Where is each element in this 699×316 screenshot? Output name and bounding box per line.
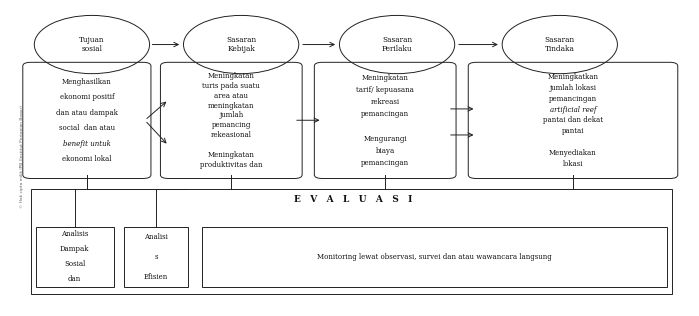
Text: Efisien: Efisien — [144, 273, 168, 281]
Text: Menghasilkan: Menghasilkan — [62, 77, 112, 86]
Text: ekonomi positif: ekonomi positif — [59, 93, 114, 101]
Text: area atau: area atau — [215, 92, 248, 100]
Text: social  dan atau: social dan atau — [59, 124, 115, 132]
Text: pemancingan: pemancingan — [549, 94, 597, 103]
Text: Tujuan
sosial: Tujuan sosial — [79, 36, 105, 53]
Text: Meningkatan: Meningkatan — [208, 151, 254, 159]
Bar — [36, 227, 114, 287]
Text: E   V   A   L   U   A   S   I: E V A L U A S I — [294, 195, 412, 204]
Text: Sasaran
Tindaka: Sasaran Tindaka — [545, 36, 575, 53]
Text: Monitoring lewat observasi, survei dan atau wawancara langsung: Monitoring lewat observasi, survei dan a… — [317, 253, 552, 261]
Text: jumlah: jumlah — [219, 112, 243, 119]
Text: Menyediakan: Menyediakan — [549, 149, 597, 157]
Text: dan atau dampak: dan atau dampak — [56, 109, 118, 117]
Text: rekreasi: rekreasi — [370, 98, 400, 106]
Text: pantai: pantai — [562, 127, 584, 135]
Text: benefit untuk: benefit untuk — [63, 140, 111, 148]
Text: rekeasional: rekeasional — [211, 131, 252, 139]
Text: Sasaran
Perilaku: Sasaran Perilaku — [382, 36, 412, 53]
Text: meningkatan: meningkatan — [208, 101, 254, 110]
Text: tarif/ kepuasana: tarif/ kepuasana — [356, 86, 414, 94]
Bar — [31, 189, 672, 295]
Text: biaya: biaya — [375, 147, 395, 155]
Text: Dampak: Dampak — [60, 245, 89, 253]
Bar — [124, 227, 188, 287]
Text: Analisis: Analisis — [61, 230, 88, 238]
Text: Meningkatan: Meningkatan — [362, 74, 409, 82]
Text: produktivitas dan: produktivitas dan — [200, 161, 263, 169]
Bar — [203, 227, 667, 287]
Text: dan: dan — [68, 275, 81, 283]
Text: Mengurangi: Mengurangi — [363, 135, 407, 143]
Text: © Hak cipta milik IPB (Institut Pertanian Bogor): © Hak cipta milik IPB (Institut Pertania… — [20, 105, 24, 208]
Text: pemancingan: pemancingan — [361, 110, 409, 118]
Text: Analisi: Analisi — [144, 233, 168, 241]
Text: pemancing: pemancing — [212, 121, 251, 129]
Text: Meningkatkan: Meningkatkan — [547, 73, 598, 81]
Text: pemancingan: pemancingan — [361, 159, 409, 167]
Text: s: s — [154, 253, 158, 261]
Text: artificial reef: artificial reef — [550, 106, 596, 113]
Text: jumlah lokasi: jumlah lokasi — [549, 84, 596, 92]
Text: ekonomi lokal: ekonomi lokal — [62, 155, 112, 163]
Text: pantai dan dekat: pantai dan dekat — [543, 116, 603, 125]
Text: turis pada suatu: turis pada suatu — [202, 82, 260, 90]
Text: lokasi: lokasi — [563, 160, 583, 168]
Text: Sasaran
Kebijak: Sasaran Kebijak — [226, 36, 256, 53]
Text: Meningkatan: Meningkatan — [208, 72, 254, 80]
Text: Sosial: Sosial — [64, 260, 85, 268]
